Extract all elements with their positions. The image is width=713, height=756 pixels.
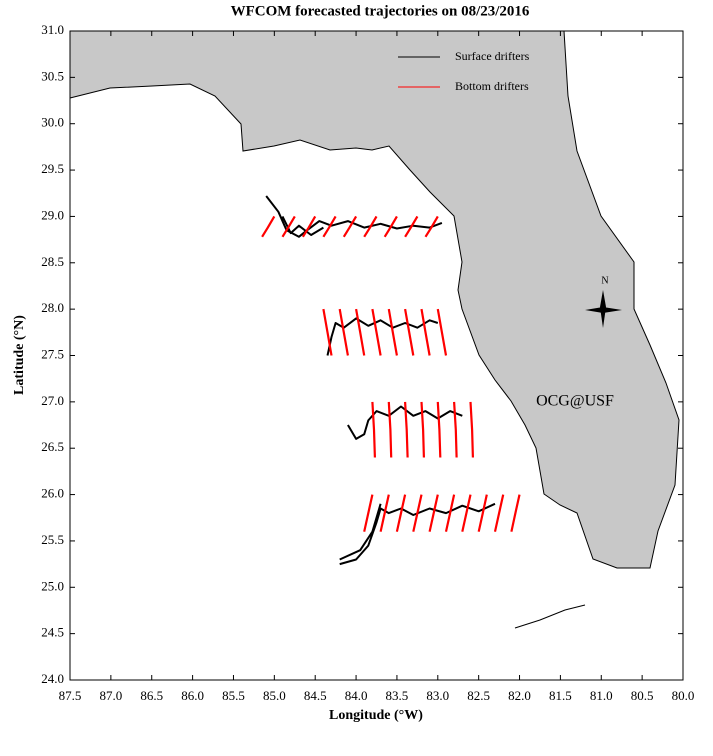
land <box>69 30 680 569</box>
legend-label: Surface drifters <box>455 49 530 63</box>
x-tick-label: 82.0 <box>508 688 531 703</box>
x-tick-label: 84.5 <box>304 688 327 703</box>
y-tick-label: 26.5 <box>41 439 64 454</box>
x-tick-label: 87.0 <box>99 688 122 703</box>
y-tick-label: 27.0 <box>41 393 64 408</box>
x-tick-label: 81.0 <box>590 688 613 703</box>
x-tick-label: 85.0 <box>263 688 286 703</box>
y-tick-label: 29.0 <box>41 207 64 222</box>
x-tick-label: 82.5 <box>467 688 490 703</box>
y-tick-label: 29.5 <box>41 161 64 176</box>
compass <box>585 290 622 328</box>
x-axis-label: Longitude (°W) <box>329 708 423 723</box>
y-tick-label: 24.0 <box>41 671 64 686</box>
y-tick-label: 28.0 <box>41 300 64 315</box>
x-tick-label: 86.5 <box>140 688 163 703</box>
y-tick-label: 28.5 <box>41 254 64 269</box>
annotation: OCG@USF <box>536 393 614 410</box>
x-tick-label: 83.0 <box>426 688 449 703</box>
y-tick-label: 25.5 <box>41 532 64 547</box>
y-tick-label: 30.0 <box>41 115 64 130</box>
y-tick-label: 24.5 <box>41 625 64 640</box>
y-tick-label: 25.0 <box>41 578 64 593</box>
trajectory <box>261 215 521 532</box>
x-tick-label: 83.5 <box>386 688 409 703</box>
chart-title: WFCOM forecasted trajectories on 08/23/2… <box>231 3 530 19</box>
x-tick-label: 84.0 <box>345 688 368 703</box>
compass-label: N <box>601 275 608 286</box>
x-tick-label: 87.5 <box>59 688 82 703</box>
x-tick-label: 85.5 <box>222 688 245 703</box>
y-axis-label: Latitude (°N) <box>12 315 27 395</box>
x-tick-label: 86.0 <box>181 688 204 703</box>
y-tick-label: 30.5 <box>41 68 64 83</box>
x-tick-label: 80.5 <box>631 688 654 703</box>
x-tick-label: 80.0 <box>672 688 695 703</box>
y-tick-label: 31.0 <box>41 22 64 37</box>
y-tick-label: 26.0 <box>41 486 64 501</box>
x-tick-label: 81.5 <box>549 688 572 703</box>
legend-label: Bottom drifters <box>455 79 529 93</box>
y-tick-label: 27.5 <box>41 346 64 361</box>
keys <box>514 604 586 629</box>
